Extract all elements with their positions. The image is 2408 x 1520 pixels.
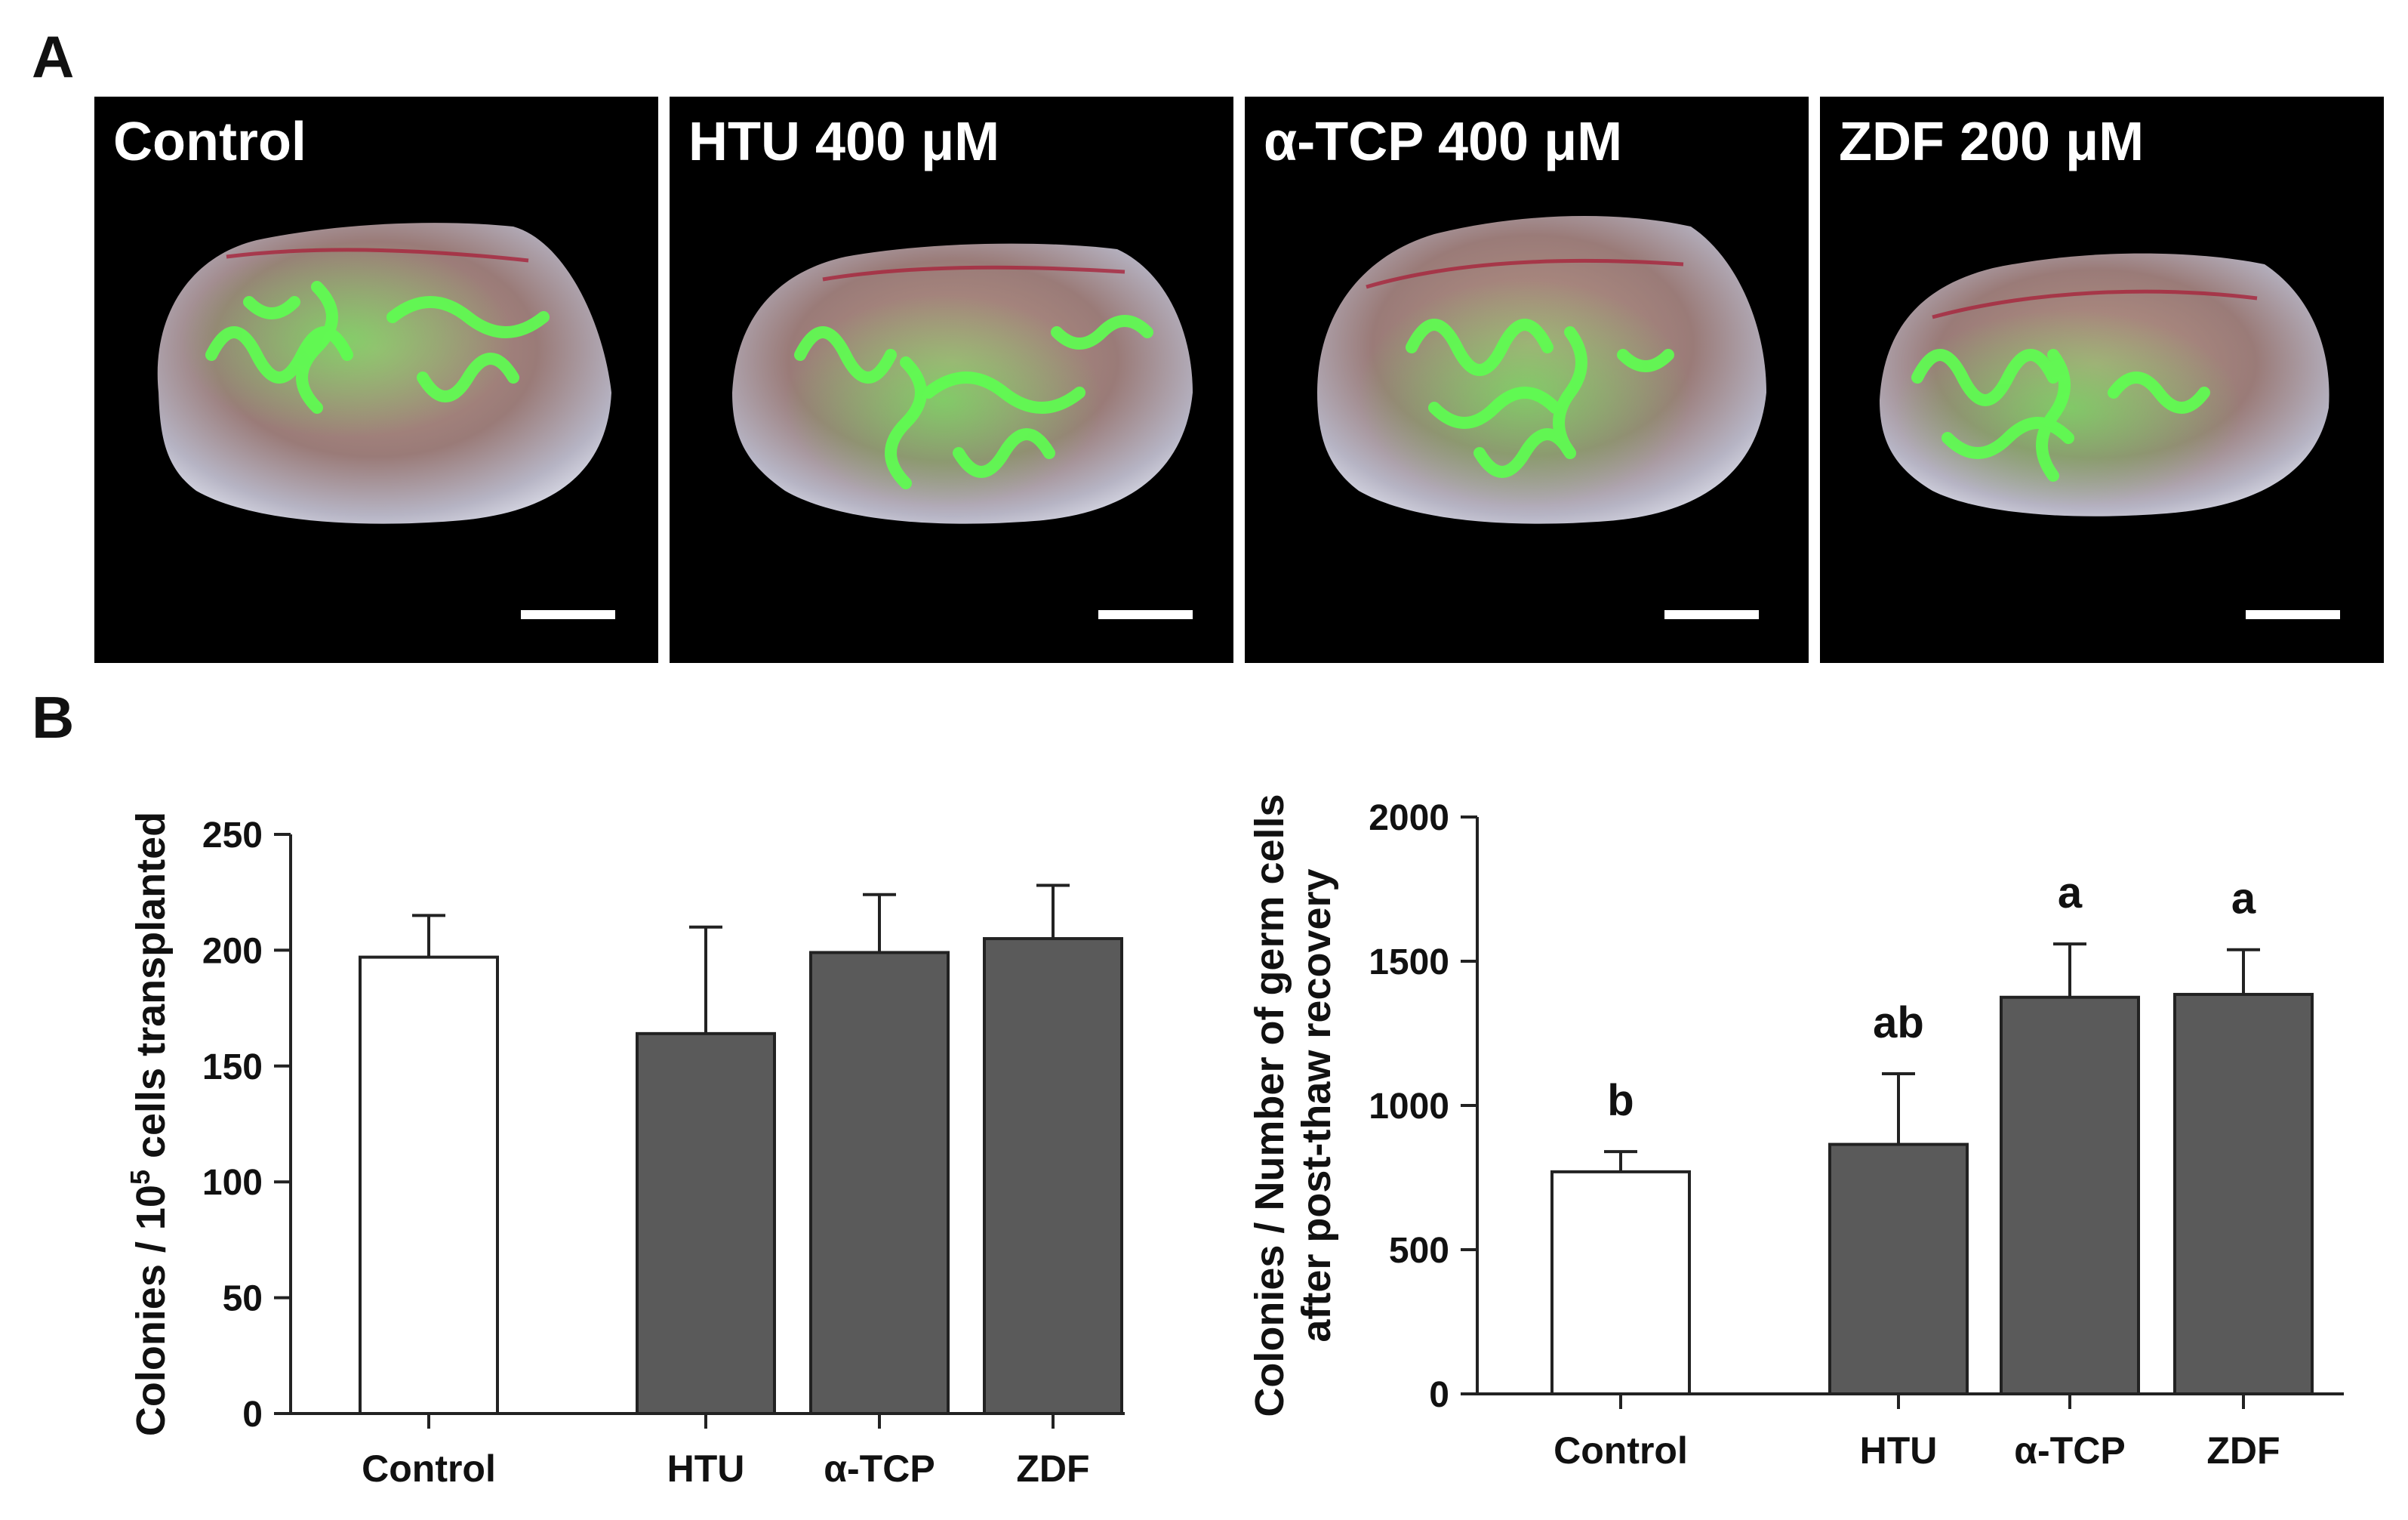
y-tick-label: 200 <box>202 931 263 971</box>
micrograph-zdf: ZDF 200 μM <box>1820 97 2384 663</box>
x-tick-label: ZDF <box>2206 1429 2280 1472</box>
tubule-pattern <box>205 281 550 414</box>
x-tick-label: α-TCP <box>2014 1429 2125 1472</box>
x-tick-label: Control <box>1553 1429 1688 1472</box>
y-tick-label: 0 <box>242 1395 263 1435</box>
y-tick-label: 150 <box>202 1047 263 1087</box>
bar <box>2173 992 2314 1396</box>
bar <box>1828 1142 1969 1395</box>
micrograph-label: α-TCP 400 μM <box>1264 112 1622 172</box>
significance-label: a <box>2058 868 2083 917</box>
y-tick-label: 100 <box>202 1163 263 1203</box>
x-tick-label: HTU <box>667 1448 745 1490</box>
micrograph-atcp: α-TCP 400 μM <box>1245 97 1809 663</box>
scale-bar <box>2246 610 2340 619</box>
panel-label-a: A <box>32 23 75 90</box>
x-tick-label: α-TCP <box>824 1448 935 1490</box>
tubule-pattern <box>794 315 1153 489</box>
y-axis-label-line1: Colonies / Number of germ cells <box>1247 794 1292 1417</box>
bar <box>2000 995 2140 1395</box>
y-tick-label: 1000 <box>1369 1087 1449 1127</box>
y-tick-label: 250 <box>202 815 263 856</box>
blood-vessel <box>1366 258 1684 289</box>
significance-label: ab <box>1873 998 1924 1047</box>
scale-bar <box>521 610 615 619</box>
chart-colonies-per-germ-cells: 0 500 1000 1500 2000 Control b HTU ab α-TCP a ZDF a C… <box>1247 794 2344 1472</box>
y-tick-label: 1500 <box>1369 942 1449 982</box>
tubule-pattern <box>1406 319 1674 478</box>
bar <box>983 937 1123 1416</box>
scale-bar <box>1664 610 1759 619</box>
x-tick-label: HTU <box>1860 1429 1938 1472</box>
chart-colonies-per-cells: 0 50 100 150 200 250 Control HTU α-TCP ZDF Colonie… <box>125 812 1125 1490</box>
micrograph-htu: HTU 400 μM <box>670 97 1233 663</box>
y-axis-label-line2: after post-thaw recovery <box>1294 868 1339 1342</box>
scale-bar <box>1098 610 1193 619</box>
y-tick-label: 500 <box>1389 1231 1449 1271</box>
fluorescence-glow <box>181 242 513 438</box>
y-tick-label: 50 <box>223 1279 263 1319</box>
y-axis-label: Colonies / 105 cells transplanted <box>125 812 174 1436</box>
panel-label-b: B <box>32 684 75 751</box>
blood-vessel <box>822 265 1125 282</box>
bar <box>1550 1170 1691 1395</box>
blood-vessel <box>1932 289 2258 319</box>
bar <box>359 955 499 1415</box>
micrograph-label: ZDF 200 μM <box>1839 112 2144 172</box>
micrograph-control: Control <box>94 97 658 663</box>
x-tick-label: ZDF <box>1016 1448 1089 1490</box>
bar <box>809 951 950 1415</box>
bar <box>636 1031 776 1416</box>
significance-label: b <box>1607 1076 1634 1125</box>
y-tick-label: 0 <box>1429 1375 1449 1415</box>
x-tick-label: Control <box>362 1448 496 1490</box>
fluorescence-glow <box>785 294 1102 506</box>
significance-label: a <box>2231 874 2256 923</box>
micrograph-label: Control <box>113 112 306 172</box>
blood-vessel <box>226 248 529 263</box>
micrograph-label: HTU 400 μM <box>688 112 999 172</box>
tubule-pattern <box>1911 349 2210 482</box>
y-tick-label: 2000 <box>1369 798 1449 838</box>
